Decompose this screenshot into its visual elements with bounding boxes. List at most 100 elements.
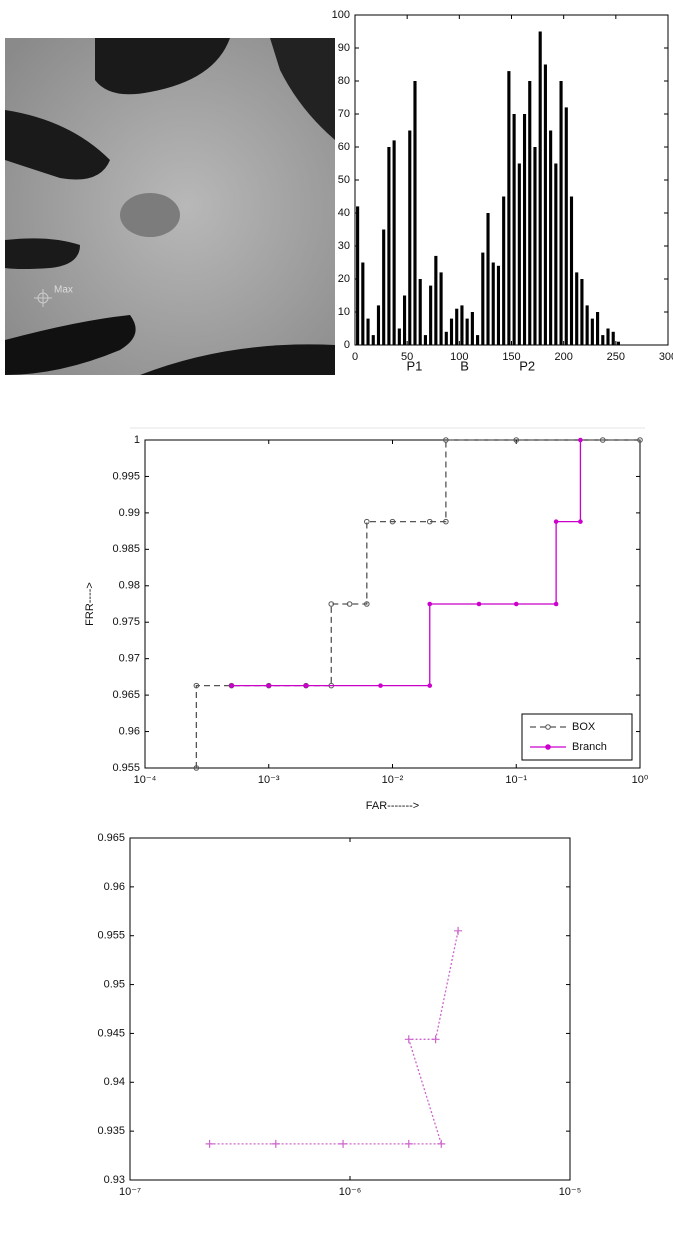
series-line — [209, 930, 459, 1145]
marker — [404, 1139, 413, 1148]
marker — [427, 601, 433, 607]
y-tick-label: 0.965 — [97, 832, 125, 844]
legend-label: Branch — [572, 741, 607, 753]
hand-image: Max — [5, 38, 335, 375]
bar — [517, 163, 521, 345]
y-tick-label: 0.97 — [119, 653, 140, 665]
marker — [328, 601, 335, 607]
image-label: Max — [54, 285, 73, 296]
bar — [413, 81, 417, 345]
y-tick-label: 0.985 — [112, 543, 140, 555]
marker — [637, 437, 643, 443]
bar — [455, 308, 459, 345]
bar — [402, 295, 407, 345]
bar — [533, 147, 537, 345]
bar — [465, 318, 469, 345]
y-tick-label: 0.965 — [112, 689, 140, 701]
bar — [559, 81, 563, 345]
legend-label: BOX — [572, 721, 596, 733]
bar — [408, 130, 412, 345]
y-tick-label: 0.93 — [104, 1174, 125, 1186]
bar — [575, 272, 579, 345]
bar — [528, 81, 532, 345]
bar — [434, 255, 438, 345]
y-tick-label: 50 — [338, 174, 350, 186]
y-tick-label: 0.99 — [119, 507, 140, 519]
bar — [429, 285, 433, 345]
x-tick-label: 10⁻⁴ — [134, 774, 157, 786]
x-tick-label: 10⁰ — [632, 774, 649, 786]
y-tick-label: 0.935 — [97, 1125, 125, 1137]
bar — [590, 318, 594, 345]
legend: BOX Branch — [521, 713, 633, 761]
x-axis-label: FAR-------> — [366, 800, 419, 812]
dark-region — [5, 110, 110, 180]
bar — [476, 335, 480, 345]
x-tick-label: 0 — [352, 351, 358, 363]
dark-region — [5, 315, 136, 375]
marker — [378, 683, 383, 688]
y-tick-label: 0.96 — [104, 881, 125, 893]
bar — [486, 213, 490, 345]
y-tick-label: 10 — [338, 306, 350, 318]
bar — [585, 305, 589, 345]
bar — [569, 196, 574, 345]
y-tick-label: 0.96 — [119, 725, 140, 737]
bar — [606, 328, 610, 345]
y-tick-label: 0 — [344, 339, 350, 351]
bar — [449, 318, 454, 345]
marker — [476, 601, 482, 607]
marker — [229, 683, 234, 688]
annotation: B — [460, 358, 469, 373]
marker — [553, 601, 559, 607]
marker — [404, 1035, 413, 1044]
dark-region — [140, 344, 335, 375]
marker — [339, 1139, 348, 1148]
y-tick-label: 0.955 — [112, 762, 140, 774]
x-tick-label: 200 — [554, 351, 572, 363]
dark-region — [5, 238, 80, 269]
marker — [443, 437, 449, 443]
bar — [491, 262, 495, 345]
bar — [611, 331, 615, 345]
plot-area — [354, 14, 669, 346]
y-axis-label: FRR----> — [84, 582, 96, 626]
x-tick-label: 250 — [607, 351, 625, 363]
chart: 10⁻⁴ 10⁻³ 10⁻² 10⁻¹ 10⁰ 0.955 0.96 0.965 0.97 0.9… — [84, 434, 649, 812]
marker — [303, 683, 309, 688]
annotation: P1 — [407, 358, 423, 373]
y-tick-label: 0.975 — [112, 616, 140, 628]
x-tick-label: 10⁻⁶ — [339, 1186, 362, 1198]
bar — [596, 312, 600, 345]
bar — [423, 335, 427, 345]
bar — [538, 31, 542, 345]
legend-marker — [545, 724, 551, 730]
bar — [439, 272, 443, 345]
series-line — [231, 440, 582, 687]
bar — [376, 305, 381, 345]
y-tick-label: 0.94 — [104, 1076, 125, 1088]
bar — [418, 279, 422, 345]
marker — [364, 518, 370, 525]
y-tick-label: 0.945 — [97, 1027, 125, 1039]
marker — [426, 518, 433, 525]
bar — [549, 130, 553, 345]
x-tick-label: 10⁻² — [382, 774, 404, 786]
bar — [397, 328, 401, 345]
y-tick-label: 70 — [338, 108, 350, 120]
y-tick-label: 80 — [338, 75, 350, 87]
marker — [437, 1139, 446, 1148]
x-tick-label: 100 — [450, 351, 468, 363]
y-tick-label: 0.995 — [112, 470, 140, 482]
x-tick-label: 300 — [659, 351, 673, 363]
marker — [553, 519, 559, 524]
marker — [389, 518, 396, 525]
chart: 0 50 100 150 200 250 300 0 10 20 30 40 50 60 70 80 90 100… — [332, 9, 673, 374]
marker — [427, 683, 433, 688]
bar — [580, 279, 584, 345]
marker — [266, 683, 272, 688]
y-tick-label: 20 — [338, 273, 350, 285]
bar — [366, 318, 370, 345]
marker — [271, 1139, 280, 1148]
y-tick-label: 100 — [332, 9, 350, 21]
